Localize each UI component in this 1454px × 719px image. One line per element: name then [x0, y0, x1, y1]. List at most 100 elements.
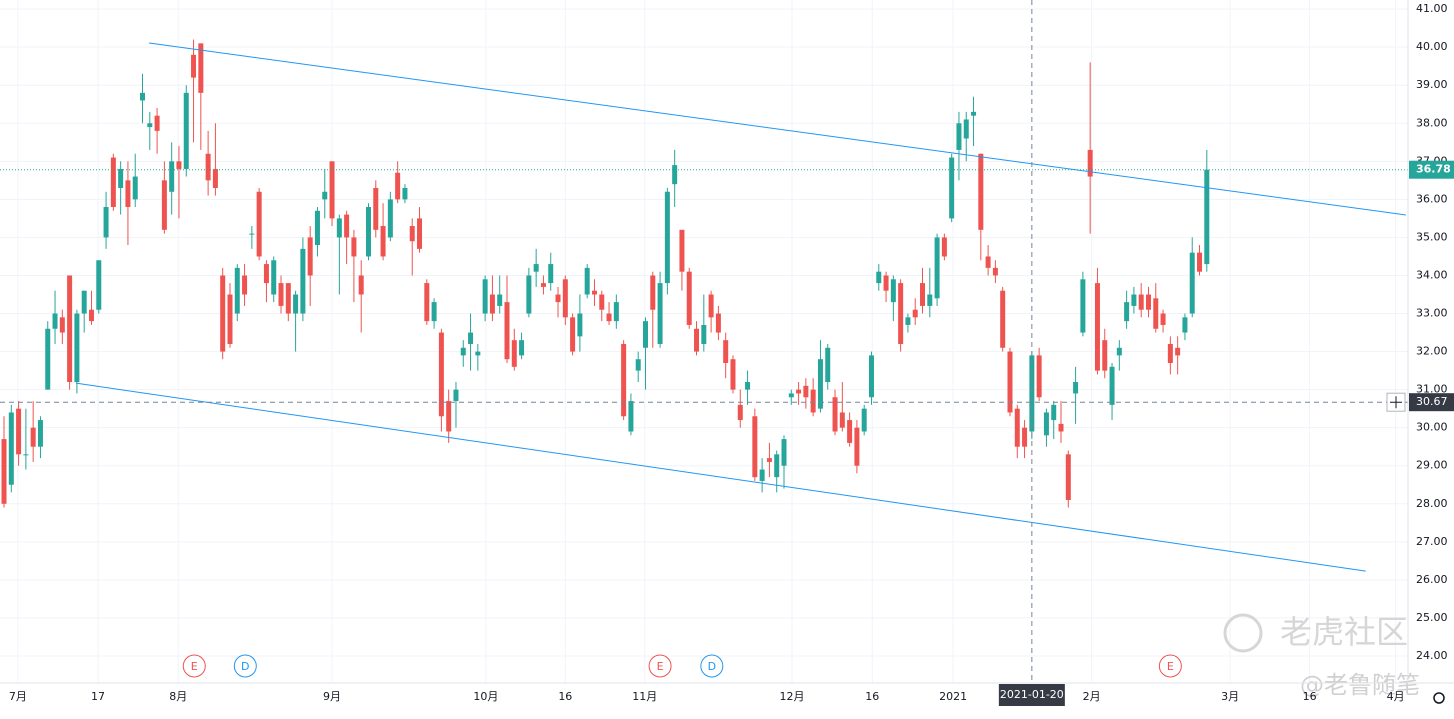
candle-body [438, 332, 444, 417]
candle-body [992, 267, 998, 276]
plot: 老虎社区 @老鲁随笔 E D E D E [0, 0, 1420, 699]
crosshair-date-box [998, 684, 1065, 706]
y-tick-label: 39.00 [1416, 78, 1448, 91]
candle-body [314, 210, 320, 246]
candle-body [365, 206, 371, 257]
candle-body [766, 458, 772, 462]
candle-body [344, 214, 350, 238]
candle-body [191, 54, 197, 78]
candle-body [103, 206, 109, 238]
event-marker[interactable] [1158, 654, 1182, 678]
candle-body [30, 427, 36, 447]
candle-body [927, 294, 933, 306]
candle-body [1043, 412, 1049, 436]
candle-body [8, 412, 14, 485]
candle-body [96, 260, 102, 310]
candle-body [23, 454, 29, 456]
candle-body [1073, 382, 1079, 394]
candle-body [613, 302, 619, 322]
candle-body [679, 229, 685, 272]
candle-body [212, 168, 218, 188]
candle-body [540, 283, 546, 287]
candle-body [183, 92, 189, 169]
candle-body [373, 187, 379, 230]
candle-body [1197, 252, 1203, 272]
x-tick-label: 7月 [9, 690, 27, 703]
candle-body [883, 275, 889, 291]
candle-body [715, 313, 721, 333]
candle-body [949, 157, 955, 219]
candle-body [1116, 347, 1122, 356]
event-marker[interactable] [648, 654, 672, 678]
candle-body [263, 264, 269, 284]
candle-body [868, 355, 874, 398]
candle-body [672, 165, 678, 185]
candle-body [591, 290, 597, 295]
y-tick-label: 27.00 [1416, 535, 1448, 548]
candle-body [1087, 149, 1093, 177]
candle-body [621, 343, 627, 417]
y-tick-label: 28.00 [1416, 497, 1448, 510]
candle-body [759, 469, 765, 481]
candle-body [460, 347, 466, 356]
candle-body [985, 256, 991, 268]
candle-body [446, 401, 452, 432]
event-marker[interactable] [233, 654, 257, 678]
x-tick-label: 10月 [473, 690, 498, 703]
y-tick-label: 40.00 [1416, 40, 1448, 53]
candle-body [599, 294, 605, 310]
y-tick-label: 25.00 [1416, 611, 1448, 624]
candle-body [285, 283, 291, 314]
candle-body [890, 279, 896, 303]
candle-body [482, 279, 488, 314]
event-marker[interactable] [700, 654, 724, 678]
candle-body [417, 218, 423, 249]
candle-body [380, 226, 386, 257]
candle-body [519, 340, 525, 356]
candle-body [526, 275, 532, 314]
event-label: E [657, 660, 664, 673]
candle-body [132, 176, 138, 200]
y-tick-label: 38.00 [1416, 116, 1448, 129]
candle-body [898, 283, 904, 344]
candle-body [74, 313, 80, 383]
candle-body [963, 119, 969, 139]
candle-body [628, 401, 634, 432]
candle-body [67, 275, 73, 383]
x-tick-label: 2021 [939, 690, 967, 703]
event-label: D [241, 660, 249, 673]
candle-body [1175, 347, 1181, 356]
candle-body [533, 264, 539, 272]
candle-body [293, 294, 299, 314]
event-marker[interactable] [182, 654, 206, 678]
x-tick-label: 16 [865, 690, 879, 703]
candle-body [752, 416, 758, 478]
candle-body [147, 123, 153, 128]
candle-body [905, 317, 911, 325]
candle-body [118, 168, 124, 188]
candle-body [1058, 423, 1064, 432]
x-tick-label: 17 [91, 690, 105, 703]
candle-body [839, 412, 845, 428]
candle-body [606, 313, 612, 322]
y-tick-label: 32.00 [1416, 345, 1448, 358]
crosshair-price-label: 30.67 [1416, 395, 1448, 408]
candle-body [570, 317, 576, 352]
settings-icon[interactable] [1433, 692, 1445, 704]
x-tick-label: 11月 [632, 690, 657, 703]
candle-body [1189, 252, 1195, 314]
trend-line [75, 382, 1366, 572]
candle-body [854, 427, 860, 466]
candle-body [1080, 279, 1086, 333]
candle-body [16, 408, 22, 455]
candle-body [1094, 283, 1100, 371]
x-tick-label: 4月 [1387, 690, 1405, 703]
candle-body [227, 294, 233, 344]
axes: 24.00 25.00 26.00 27.00 28.00 29.00 30.00 31.00… [9, 2, 1454, 706]
x-tick-label: 2月 [1083, 690, 1101, 703]
candle-body [1007, 351, 1013, 413]
candle-body [577, 313, 583, 337]
candle-body [431, 302, 437, 322]
candle-body [825, 347, 831, 383]
candle-body [774, 454, 780, 478]
